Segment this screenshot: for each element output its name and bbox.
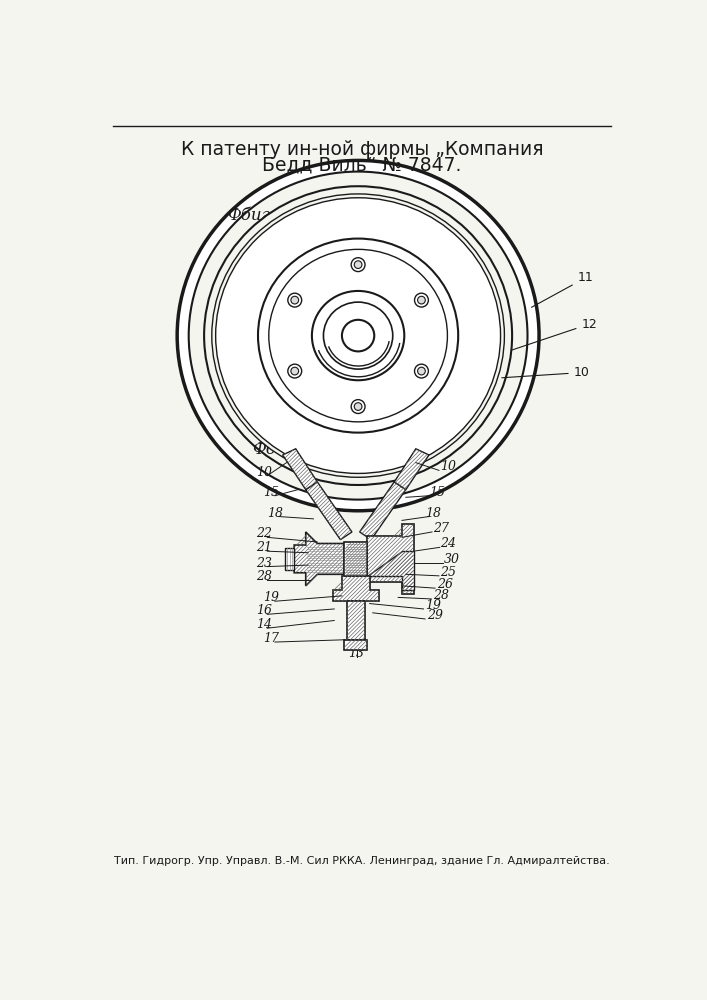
Text: 2: 2 bbox=[356, 264, 387, 301]
Text: 10: 10 bbox=[440, 460, 457, 473]
Polygon shape bbox=[395, 449, 429, 490]
Ellipse shape bbox=[269, 249, 448, 422]
Text: 18: 18 bbox=[425, 507, 441, 520]
Polygon shape bbox=[368, 551, 414, 590]
Text: 27: 27 bbox=[433, 522, 449, 535]
Text: Тип. Гидрогр. Упр. Управл. В.-М. Сил РККА. Ленинград, здание Гл. Адмиралтейства.: Тип. Гидрогр. Упр. Управл. В.-М. Сил РКК… bbox=[114, 856, 610, 866]
Polygon shape bbox=[305, 482, 352, 540]
Polygon shape bbox=[333, 576, 379, 601]
Circle shape bbox=[418, 367, 426, 375]
Text: 21: 21 bbox=[256, 541, 271, 554]
Text: 29: 29 bbox=[426, 609, 443, 622]
Circle shape bbox=[351, 258, 365, 272]
Text: 23: 23 bbox=[256, 557, 271, 570]
Text: 25: 25 bbox=[384, 392, 437, 410]
Ellipse shape bbox=[216, 198, 501, 473]
Text: Фбиг.1.: Фбиг.1. bbox=[227, 207, 291, 224]
Circle shape bbox=[351, 400, 365, 413]
Circle shape bbox=[418, 296, 426, 304]
Text: 30: 30 bbox=[444, 553, 460, 566]
Circle shape bbox=[291, 296, 298, 304]
Text: 19: 19 bbox=[264, 591, 279, 604]
Text: 25: 25 bbox=[440, 566, 457, 579]
Text: 13: 13 bbox=[348, 647, 364, 660]
Text: 10: 10 bbox=[502, 366, 590, 379]
Text: 15: 15 bbox=[429, 486, 445, 499]
Polygon shape bbox=[344, 640, 368, 650]
Circle shape bbox=[288, 293, 302, 307]
Polygon shape bbox=[283, 449, 317, 490]
Text: 10: 10 bbox=[256, 466, 271, 479]
Text: 12: 12 bbox=[512, 318, 597, 350]
Ellipse shape bbox=[189, 172, 527, 500]
Text: 17: 17 bbox=[264, 632, 279, 645]
Circle shape bbox=[354, 261, 362, 268]
Text: 2: 2 bbox=[364, 252, 393, 287]
Ellipse shape bbox=[258, 239, 458, 433]
Text: Фбиг.2.: Фбиг.2. bbox=[252, 441, 316, 458]
Circle shape bbox=[414, 293, 428, 307]
Text: 28: 28 bbox=[256, 570, 271, 583]
Text: 11: 11 bbox=[532, 271, 593, 307]
Text: 28: 28 bbox=[403, 366, 451, 384]
Polygon shape bbox=[368, 524, 414, 594]
Polygon shape bbox=[360, 482, 406, 540]
Ellipse shape bbox=[177, 160, 539, 511]
Text: 15: 15 bbox=[264, 486, 279, 499]
Ellipse shape bbox=[204, 186, 512, 485]
Circle shape bbox=[414, 364, 428, 378]
Polygon shape bbox=[344, 542, 368, 576]
Bar bbox=[285, 548, 294, 570]
Text: 13: 13 bbox=[378, 337, 442, 350]
Ellipse shape bbox=[324, 302, 393, 369]
Polygon shape bbox=[346, 601, 365, 640]
Text: 28: 28 bbox=[433, 589, 449, 602]
Circle shape bbox=[354, 403, 362, 410]
Text: 22: 22 bbox=[256, 527, 271, 540]
Text: 24: 24 bbox=[440, 537, 457, 550]
Text: 26: 26 bbox=[437, 578, 452, 591]
Text: К патенту ин-ной фирмы „Компания: К патенту ин-ной фирмы „Компания bbox=[181, 140, 543, 159]
Ellipse shape bbox=[342, 320, 374, 351]
Circle shape bbox=[291, 367, 298, 375]
Text: 14: 14 bbox=[256, 618, 271, 631]
Ellipse shape bbox=[312, 291, 404, 380]
Text: 18: 18 bbox=[267, 507, 284, 520]
Text: 16: 16 bbox=[256, 604, 271, 617]
Ellipse shape bbox=[212, 194, 504, 477]
Polygon shape bbox=[294, 532, 344, 586]
Text: Бедд Виль“ № 7847.: Бедд Виль“ № 7847. bbox=[262, 155, 462, 174]
Circle shape bbox=[288, 364, 302, 378]
Text: 19: 19 bbox=[425, 599, 441, 612]
